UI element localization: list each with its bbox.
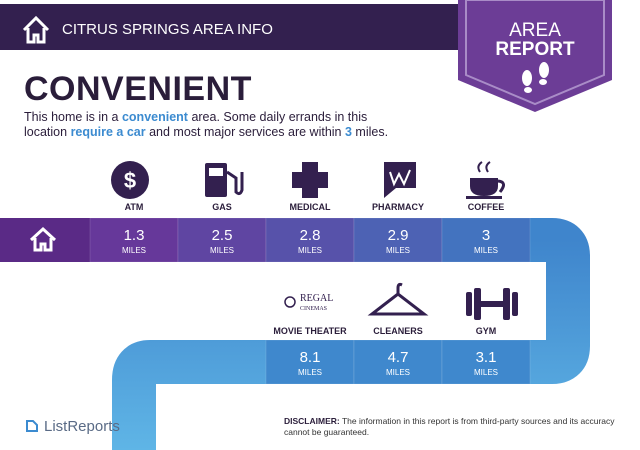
distance: 2.8 <box>300 227 321 244</box>
distance-cell <box>441 339 531 385</box>
distance-cell <box>441 217 531 263</box>
brand: ListReports <box>26 418 120 435</box>
badge-line: AREA <box>509 20 561 41</box>
highlight: convenient <box>121 110 188 124</box>
route-pipe <box>112 218 590 450</box>
highlight: 3 <box>345 125 352 139</box>
icons: REGAL CINEMAS <box>284 282 518 320</box>
cleaners-icon <box>367 282 429 316</box>
medical-icon <box>292 162 328 198</box>
badge-line: REPORT <box>495 39 575 60</box>
distance-unit: MILES <box>298 246 322 255</box>
distance: 1.3 <box>124 227 145 244</box>
service-label: COFFEE <box>468 202 505 212</box>
service-label: MEDICAL <box>290 202 331 212</box>
text: This home is in a <box>24 110 122 124</box>
badge-border <box>465 0 605 106</box>
coffee-steam <box>477 161 491 173</box>
regal-logo: CINEMAS <box>300 306 327 312</box>
regal-logo: REGAL <box>300 293 333 304</box>
distance-cell <box>265 217 355 263</box>
text: and most major services are within <box>145 125 345 139</box>
home-icon <box>22 15 50 44</box>
distance-unit: MILES <box>210 246 234 255</box>
gas-hose <box>226 170 244 196</box>
distance-unit: MILES <box>386 246 410 255</box>
coffee-saucer <box>466 196 502 199</box>
text: area. Some daily errands in this <box>187 110 368 124</box>
coffee-icon <box>470 178 498 196</box>
distance-unit: MILES <box>474 246 498 255</box>
distance-unit: MILES <box>386 368 410 377</box>
coffee-handle <box>497 179 505 193</box>
disclaimer-label: DISCLAIMER: <box>284 416 340 426</box>
highlight: require a car <box>70 125 146 139</box>
header-bar <box>0 4 470 50</box>
service-label: ATM <box>125 202 144 212</box>
pharmacy-mark <box>389 169 411 187</box>
distance: 3 <box>482 227 490 244</box>
distance-unit: MILES <box>298 368 322 377</box>
brand-icon <box>26 420 38 432</box>
text: location <box>24 125 71 139</box>
home-cell <box>0 218 90 262</box>
service-label: CLEANERS <box>373 326 423 336</box>
gas-window <box>209 168 223 176</box>
distance: 2.5 <box>212 227 233 244</box>
home-icon <box>29 226 57 252</box>
distance: 4.7 <box>388 349 409 366</box>
service-label: GAS <box>212 202 232 212</box>
atm-symbol: $ <box>124 168 136 193</box>
distance-cell <box>177 217 267 263</box>
distance-unit: MILES <box>122 246 146 255</box>
brand-name: ListReports <box>44 418 120 435</box>
atm-icon <box>111 161 149 199</box>
icons: $ <box>111 161 505 199</box>
service-label: MOVIE THEATER <box>273 326 347 336</box>
distance-cell <box>353 217 443 263</box>
badge <box>458 0 612 112</box>
distance: 2.9 <box>388 227 409 244</box>
heading: CONVENIENT <box>24 70 252 108</box>
service-label: PHARMACY <box>372 202 424 212</box>
distance: 3.1 <box>476 349 497 366</box>
distance-cell <box>89 217 179 263</box>
header-title: CITRUS SPRINGS AREA INFO <box>62 21 273 38</box>
service-label: GYM <box>476 326 497 336</box>
gym-icon <box>466 288 518 320</box>
description: This home is in a convenient area. Some … <box>24 110 454 140</box>
distance-cell <box>353 339 443 385</box>
disclaimer-text: The information in this report is from t… <box>284 416 615 437</box>
regal-icon <box>284 296 296 308</box>
distance: 8.1 <box>300 349 321 366</box>
footprints-icon <box>522 62 549 93</box>
pharmacy-icon <box>384 162 416 198</box>
text: miles. <box>351 125 389 139</box>
disclaimer: DISCLAIMER: The information in this repo… <box>284 416 624 438</box>
distance-unit: MILES <box>474 368 498 377</box>
distance-cell <box>265 339 355 385</box>
cells: ATM 1.3 MILES GAS 2.5 MILES MEDICAL 2.8 MILES PHA… <box>89 202 531 385</box>
